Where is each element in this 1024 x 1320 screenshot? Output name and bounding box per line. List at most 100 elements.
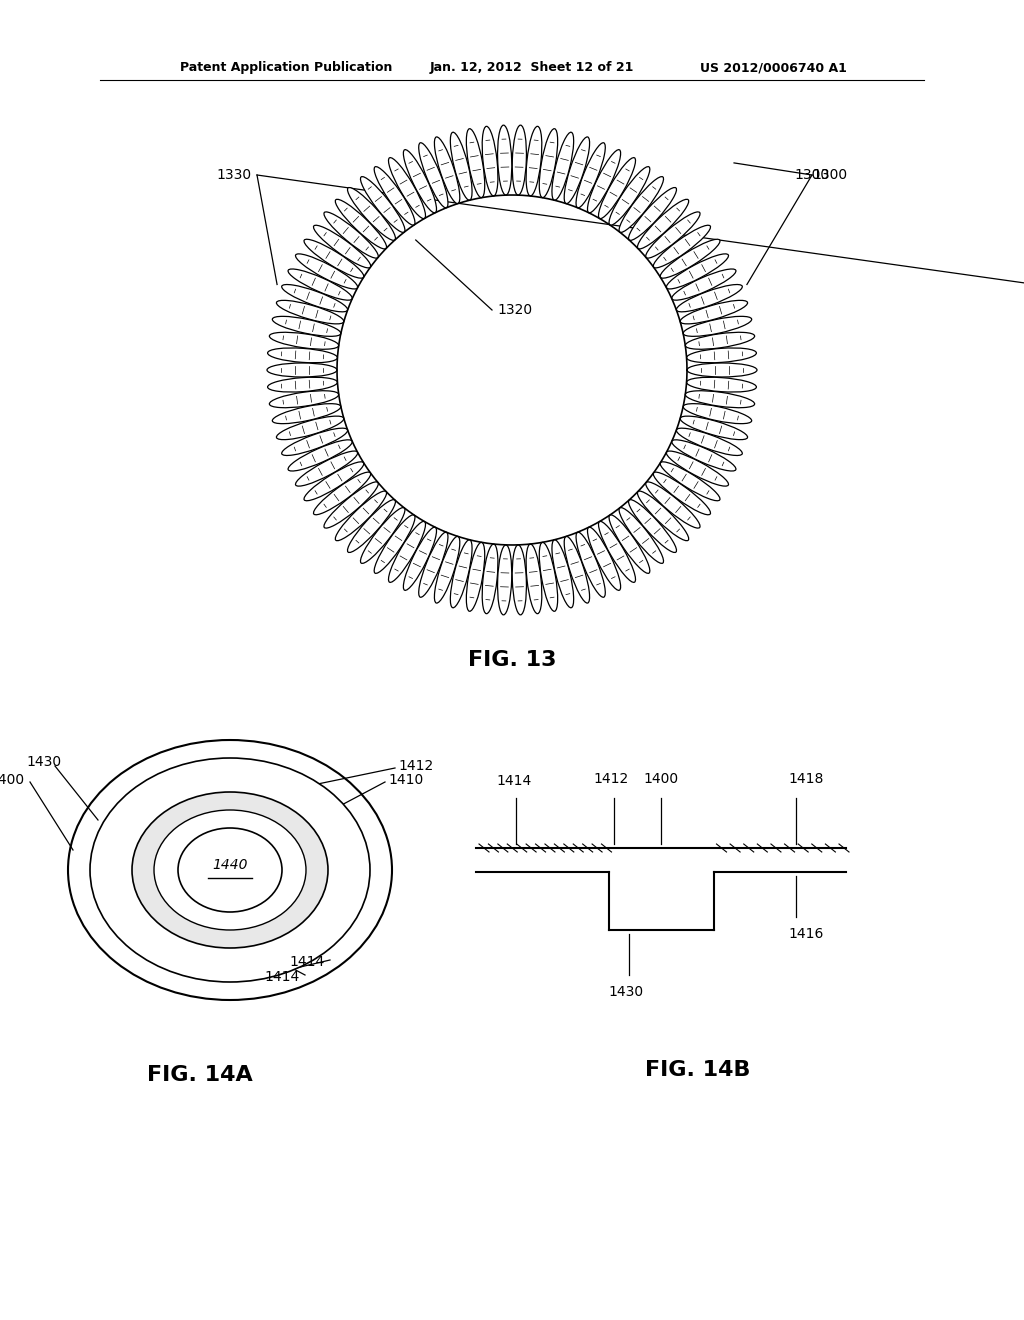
Ellipse shape	[282, 428, 347, 455]
Ellipse shape	[296, 451, 357, 486]
Text: 1412: 1412	[398, 759, 433, 774]
Ellipse shape	[653, 226, 711, 268]
Text: Patent Application Publication: Patent Application Publication	[180, 62, 392, 74]
Ellipse shape	[434, 536, 460, 603]
Ellipse shape	[335, 491, 387, 541]
Ellipse shape	[646, 213, 700, 259]
Ellipse shape	[288, 440, 352, 471]
Ellipse shape	[667, 253, 728, 289]
Ellipse shape	[272, 317, 341, 337]
Ellipse shape	[324, 482, 378, 528]
Ellipse shape	[419, 532, 447, 597]
Ellipse shape	[482, 544, 498, 614]
Ellipse shape	[313, 226, 371, 268]
Ellipse shape	[637, 491, 689, 541]
Ellipse shape	[374, 515, 415, 573]
Ellipse shape	[267, 348, 338, 363]
Ellipse shape	[482, 127, 498, 195]
Ellipse shape	[288, 269, 352, 300]
Ellipse shape	[629, 500, 677, 553]
Ellipse shape	[677, 285, 742, 312]
Ellipse shape	[434, 137, 460, 203]
Text: 1430: 1430	[27, 755, 62, 770]
Ellipse shape	[526, 544, 542, 614]
Ellipse shape	[267, 378, 338, 392]
Ellipse shape	[466, 543, 484, 611]
Ellipse shape	[269, 333, 339, 350]
Text: FIG. 14B: FIG. 14B	[645, 1060, 751, 1080]
Ellipse shape	[677, 428, 742, 455]
Ellipse shape	[685, 333, 755, 350]
Text: 1412: 1412	[594, 772, 629, 785]
Ellipse shape	[335, 199, 387, 249]
Ellipse shape	[267, 363, 337, 378]
Ellipse shape	[686, 378, 757, 392]
Ellipse shape	[68, 741, 392, 1001]
Text: 1300: 1300	[795, 168, 829, 182]
Ellipse shape	[498, 125, 512, 195]
Ellipse shape	[660, 462, 720, 500]
Ellipse shape	[672, 440, 736, 471]
Ellipse shape	[154, 810, 306, 931]
Ellipse shape	[451, 540, 472, 607]
Text: 1330: 1330	[217, 168, 252, 182]
Text: Jan. 12, 2012  Sheet 12 of 21: Jan. 12, 2012 Sheet 12 of 21	[430, 62, 635, 74]
Text: US 2012/0006740 A1: US 2012/0006740 A1	[700, 62, 847, 74]
Text: 1414: 1414	[265, 970, 300, 983]
Text: 1300: 1300	[812, 168, 847, 182]
Text: FIG. 13: FIG. 13	[468, 649, 556, 671]
Ellipse shape	[680, 416, 748, 440]
Text: FIG. 14A: FIG. 14A	[147, 1065, 253, 1085]
Text: 1414: 1414	[290, 954, 325, 969]
Text: 1410: 1410	[388, 774, 423, 787]
Ellipse shape	[451, 132, 472, 201]
Ellipse shape	[680, 301, 748, 323]
Ellipse shape	[466, 129, 484, 198]
Ellipse shape	[653, 473, 711, 515]
Ellipse shape	[304, 462, 364, 500]
Text: 1400: 1400	[643, 772, 679, 785]
Ellipse shape	[687, 363, 757, 378]
Ellipse shape	[90, 758, 370, 982]
Ellipse shape	[683, 404, 752, 424]
Ellipse shape	[598, 157, 636, 219]
Ellipse shape	[685, 391, 755, 408]
Ellipse shape	[313, 473, 371, 515]
Ellipse shape	[512, 545, 526, 615]
Ellipse shape	[388, 521, 426, 582]
Ellipse shape	[324, 213, 378, 259]
Ellipse shape	[672, 269, 736, 300]
Ellipse shape	[269, 391, 339, 408]
Ellipse shape	[629, 187, 677, 240]
Ellipse shape	[272, 404, 341, 424]
Ellipse shape	[388, 157, 426, 219]
Ellipse shape	[282, 285, 347, 312]
Ellipse shape	[564, 536, 590, 603]
Ellipse shape	[526, 127, 542, 195]
Ellipse shape	[577, 143, 605, 207]
Ellipse shape	[683, 317, 752, 337]
Text: 1400: 1400	[0, 774, 25, 787]
Ellipse shape	[646, 482, 700, 528]
Text: 1418: 1418	[788, 772, 823, 785]
Ellipse shape	[347, 187, 395, 240]
Ellipse shape	[374, 166, 415, 226]
Ellipse shape	[178, 828, 282, 912]
Ellipse shape	[588, 149, 621, 213]
Text: 1440: 1440	[212, 858, 248, 873]
Ellipse shape	[296, 253, 357, 289]
Ellipse shape	[498, 545, 512, 615]
Text: 1430: 1430	[609, 985, 644, 999]
Ellipse shape	[598, 521, 636, 582]
Ellipse shape	[552, 132, 573, 201]
Ellipse shape	[620, 177, 664, 232]
Ellipse shape	[403, 527, 436, 590]
Ellipse shape	[620, 508, 664, 564]
Ellipse shape	[276, 301, 344, 323]
Ellipse shape	[552, 540, 573, 607]
Ellipse shape	[637, 199, 689, 249]
Ellipse shape	[360, 177, 404, 232]
Ellipse shape	[609, 515, 650, 573]
Ellipse shape	[132, 792, 328, 948]
Ellipse shape	[540, 129, 558, 198]
